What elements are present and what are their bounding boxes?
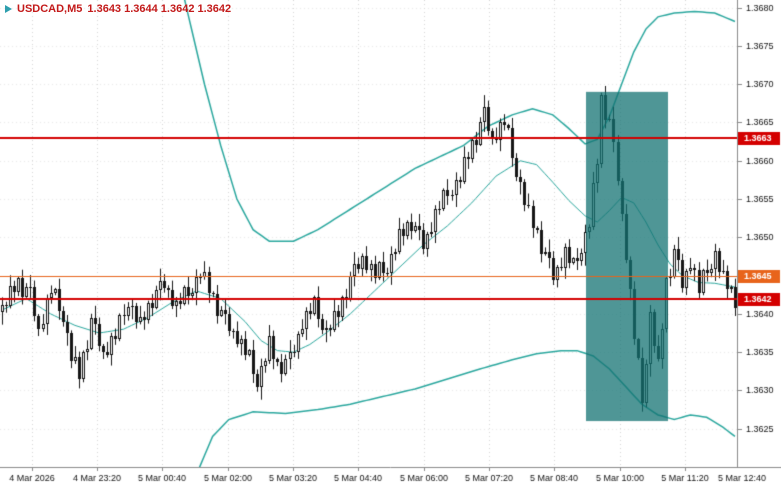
price-chart-canvas[interactable]	[0, 0, 781, 489]
chart-window: USDCAD,M5 1.3643 1.3644 1.3642 1.3642	[0, 0, 781, 489]
